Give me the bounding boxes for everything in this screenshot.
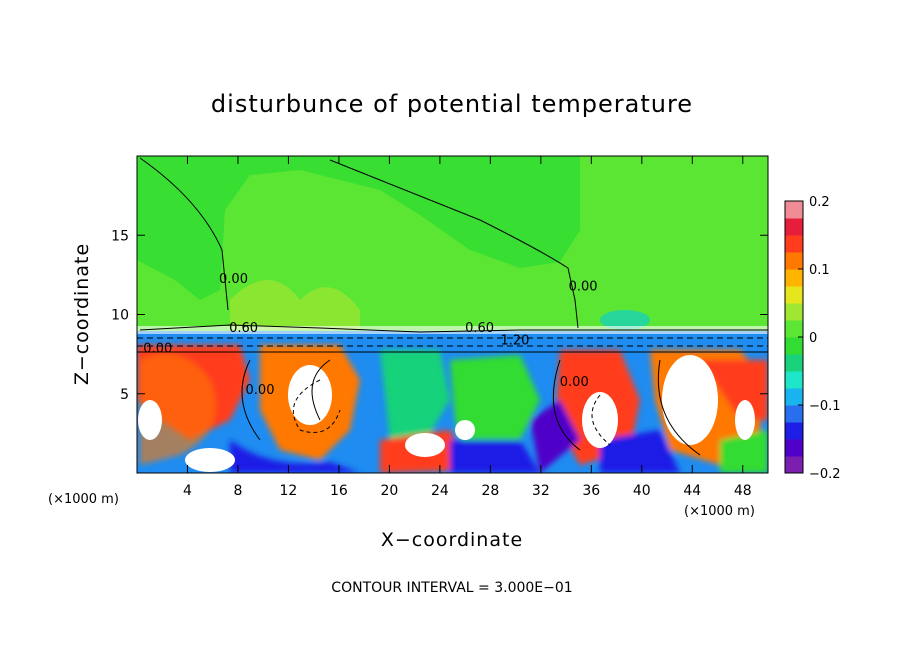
upper-field-cyan — [600, 310, 650, 330]
x-tick-label: 32 — [532, 483, 550, 499]
upper-field-yellow — [230, 280, 360, 330]
plot-area: 0.00 0.00 0.00 0.00 0.00 0.60 1.20 0.60 — [136, 155, 769, 474]
contour-label: 0.60 — [229, 321, 258, 336]
y-axis-label: Z−coordinate — [71, 243, 93, 385]
colorbar-swatch — [785, 303, 803, 321]
contour-label: 0.00 — [143, 342, 172, 357]
colorbar-swatch — [785, 320, 803, 338]
chart-title: disturbunce of potential temperature — [211, 90, 693, 118]
contour-label: 0.00 — [246, 383, 275, 398]
contour-label: 0.00 — [560, 375, 589, 390]
x-tick-label: 12 — [280, 483, 298, 499]
colorbar-swatch — [785, 286, 803, 304]
x-axis: 4 8 12 16 20 24 28 32 36 40 44 48 — [183, 156, 752, 499]
x-tick-label: 20 — [380, 483, 398, 499]
x-tick-label: 28 — [481, 483, 499, 499]
colorbar-swatch — [785, 269, 803, 287]
y-tick-label: 10 — [111, 308, 129, 324]
colorbar-swatch — [785, 388, 803, 406]
y-axis: 5 10 15 — [111, 228, 768, 403]
colorbar-swatch — [785, 456, 803, 474]
colorbar-swatch — [785, 235, 803, 253]
colorbar-swatch — [785, 354, 803, 372]
x-axis-unit-left: (×1000 m) — [48, 492, 119, 507]
x-axis-unit-right: (×1000 m) — [684, 504, 755, 519]
colorbar-swatch — [785, 218, 803, 236]
colorbar: 0.2 0.1 0 −0.1 −0.2 — [784, 195, 841, 482]
colorbar-swatch — [785, 439, 803, 457]
x-tick-label: 8 — [233, 483, 242, 499]
x-axis-label: X−coordinate — [381, 529, 523, 551]
colorbar-swatch — [785, 405, 803, 423]
colorbar-tick-label: −0.1 — [809, 399, 841, 414]
x-tick-label: 36 — [582, 483, 600, 499]
x-tick-label: 24 — [431, 483, 449, 499]
x-tick-label: 48 — [734, 483, 752, 499]
colorbar-tick-label: 0.2 — [809, 195, 830, 210]
out-of-range-regions — [138, 355, 755, 472]
contour-label: 1.20 — [500, 334, 529, 349]
colorbar-swatch — [785, 371, 803, 389]
colorbar-swatch — [785, 252, 803, 270]
contour-label: 0.00 — [569, 280, 598, 295]
contour-label: 0.60 — [465, 321, 494, 336]
colorbar-swatch — [785, 422, 803, 440]
x-tick-label: 40 — [633, 483, 651, 499]
colorbar-swatch — [785, 337, 803, 355]
x-tick-label: 4 — [183, 483, 192, 499]
y-tick-label: 15 — [111, 228, 129, 244]
x-tick-label: 16 — [330, 483, 348, 499]
colorbar-tick-label: −0.2 — [809, 467, 841, 482]
contour-lines — [137, 157, 768, 456]
inversion-band — [137, 326, 768, 334]
contour-label: 0.00 — [219, 272, 248, 287]
x-tick-label: 44 — [683, 483, 701, 499]
colorbar-swatch — [785, 201, 803, 219]
y-tick-label: 5 — [120, 387, 129, 403]
contour-labels: 0.00 0.00 0.00 0.00 0.00 0.60 1.20 0.60 — [143, 272, 597, 398]
contour-interval-note: CONTOUR INTERVAL = 3.000E−01 — [331, 580, 572, 596]
colorbar-tick-label: 0 — [809, 331, 817, 346]
colorbar-tick-label: 0.1 — [809, 263, 830, 278]
upper-field-dark — [137, 156, 580, 300]
